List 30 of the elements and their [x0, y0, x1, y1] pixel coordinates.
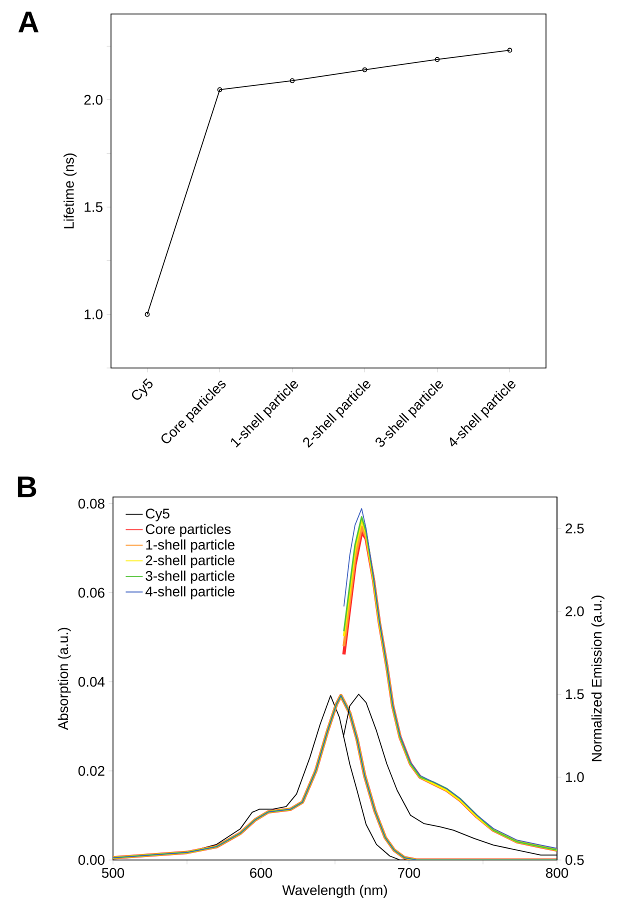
legend-label: Core particles — [146, 524, 231, 537]
chart-title: B — [18, 476, 36, 498]
y-tick-label: 0.08 — [78, 498, 104, 509]
legend-label: Cy5 — [146, 508, 170, 522]
y2-tick-label: 2.5 — [566, 524, 584, 534]
legend-label: 2-shell particle — [146, 555, 234, 568]
legend-label: 1-shell particle — [146, 539, 234, 552]
legend-label: 3-shell particle — [146, 570, 234, 584]
y-axis-title: Absorption (a.u.) — [58, 628, 71, 730]
y-tick-label: 0.00 — [78, 855, 104, 865]
x-tick-label: 700 — [398, 868, 420, 878]
x-tick-label: Cy5 — [132, 378, 153, 400]
y-tick-label: 1.5 — [84, 202, 102, 212]
y2-tick-label: 1.0 — [566, 772, 584, 782]
y-tick-label: 0.04 — [78, 676, 105, 687]
x-axis-title: Wavelength (nm) — [282, 884, 387, 898]
x-tick-label: 500 — [102, 868, 124, 878]
y-tick-label: 2.0 — [84, 94, 102, 105]
chart-title: A — [18, 12, 39, 32]
legend-label: 4-shell particle — [145, 586, 234, 600]
y-axis-title: Lifetime (ns) — [64, 154, 77, 228]
y-tick-label: 1.0 — [84, 309, 102, 320]
y2-tick-label: 0.5 — [566, 855, 584, 865]
x-tick-label: 800 — [546, 868, 568, 878]
x-tick-label: 600 — [250, 868, 272, 878]
y2-tick-label: 1.5 — [566, 689, 584, 700]
y-tick-label: 0.06 — [78, 588, 104, 598]
y-tick-label: 0.02 — [78, 766, 104, 776]
y2-tick-label: 2.0 — [566, 606, 584, 616]
y2-axis-title: Normalized Emission (a.u.) — [591, 596, 604, 762]
